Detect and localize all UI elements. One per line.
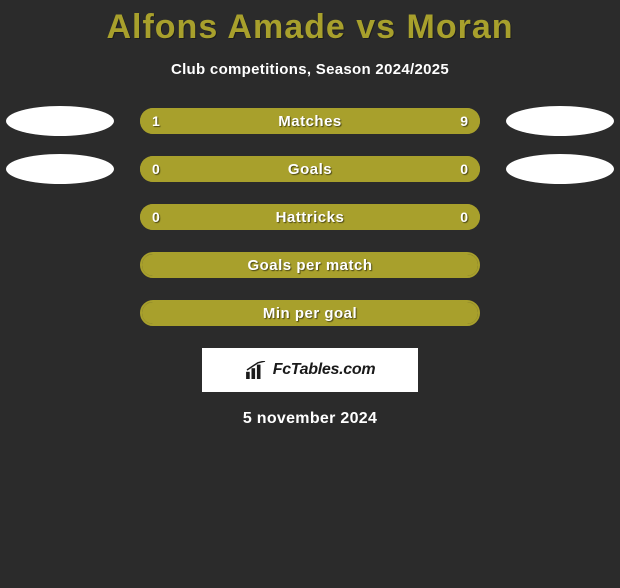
player-right-marker xyxy=(506,154,614,184)
logo: FcTables.com xyxy=(202,348,418,392)
player-left-marker xyxy=(6,106,114,136)
logo-text: FcTables.com xyxy=(273,361,376,379)
metric-label: Matches xyxy=(140,113,480,130)
metric-row: Goals per match xyxy=(0,252,620,278)
metric-value-left: 0 xyxy=(152,161,160,177)
date-label: 5 november 2024 xyxy=(0,410,620,428)
metric-row: Matches1 9 xyxy=(0,108,620,134)
page-title: Alfons Amade vs Moran xyxy=(0,8,620,47)
metric-bar: Goals0 0 xyxy=(140,156,480,182)
metric-bar: Goals per match xyxy=(140,252,480,278)
metric-row: Min per goal xyxy=(0,300,620,326)
page-subtitle: Club competitions, Season 2024/2025 xyxy=(0,61,620,78)
metric-value-right: 0 xyxy=(460,209,468,225)
metric-label: Min per goal xyxy=(142,305,478,322)
metric-value-right: 0 xyxy=(460,161,468,177)
metric-value-left: 0 xyxy=(152,209,160,225)
chart-icon xyxy=(245,361,267,379)
metric-bar: Min per goal xyxy=(140,300,480,326)
metric-value-right: 9 xyxy=(460,113,468,129)
metric-value-left: 1 xyxy=(152,113,160,129)
metrics-container: Matches19Goals00Hattricks00Goals per mat… xyxy=(0,108,620,326)
player-left-marker xyxy=(6,154,114,184)
metric-bar: Hattricks0 0 xyxy=(140,204,480,230)
metric-label: Hattricks xyxy=(140,209,480,226)
metric-label: Goals per match xyxy=(142,257,478,274)
metric-label: Goals xyxy=(140,161,480,178)
metric-bar: Matches1 9 xyxy=(140,108,480,134)
metric-row: Hattricks0 0 xyxy=(0,204,620,230)
metric-row: Goals0 0 xyxy=(0,156,620,182)
player-right-marker xyxy=(506,106,614,136)
